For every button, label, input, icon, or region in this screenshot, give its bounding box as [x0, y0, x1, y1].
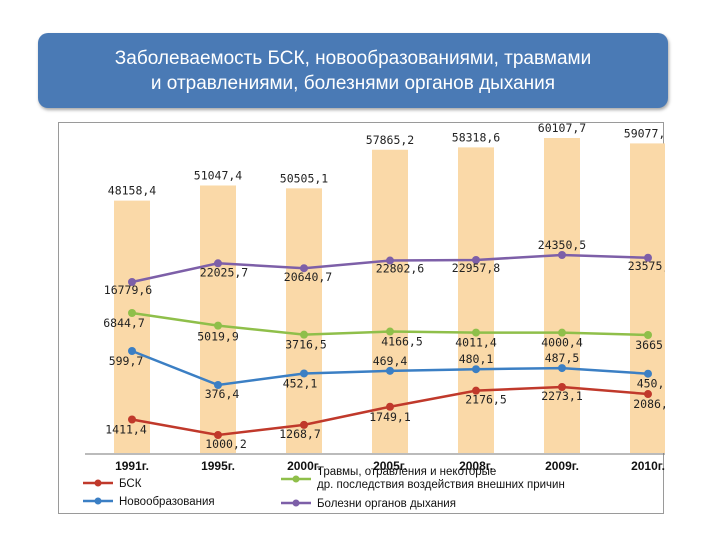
injuries-point-5	[472, 328, 480, 337]
respiratory-value-label: 22025,7	[200, 265, 249, 279]
injuries-value-label: 3716,5	[285, 338, 327, 352]
neoplasms-value-label: 452,1	[283, 376, 318, 390]
bar-6	[544, 138, 580, 453]
bar-value-label: 50505,1	[280, 171, 329, 185]
legend-swatch-marker	[94, 497, 102, 505]
bsk-point-7	[644, 390, 652, 399]
neoplasms-point-5	[472, 365, 480, 374]
respiratory-point-7	[644, 253, 652, 262]
neoplasms-value-label: 480,1	[459, 352, 494, 366]
injuries-point-2	[214, 321, 222, 330]
bsk-point-6	[558, 383, 566, 391]
bar-5	[458, 147, 494, 453]
bar-value-label: 59077,1	[624, 126, 665, 140]
bsk-point-4	[386, 402, 394, 411]
combo-chart: 48158,4 51047,4 50505,1 57865,2 58318,6 60107…	[83, 123, 665, 510]
bsk-value-label: 2176,5	[465, 393, 507, 407]
bsk-value-label: 2273,1	[541, 389, 583, 403]
neoplasms-value-label: 487,5	[545, 351, 580, 365]
bar-value-label: 48158,4	[108, 184, 157, 198]
category-label: 2009г.	[545, 459, 579, 473]
injuries-point-3	[300, 330, 308, 339]
bar-2	[200, 185, 236, 453]
bsk-point-5	[472, 386, 480, 395]
bar-1	[114, 200, 150, 453]
injuries-value-label: 3665,9	[635, 338, 665, 352]
neoplasms-point-6	[558, 364, 566, 373]
bar-value-label: 57865,2	[366, 133, 414, 147]
legend-item-neoplasms: Новообразования	[119, 496, 215, 508]
neoplasms-value-label: 450,6	[637, 377, 665, 391]
respiratory-value-label: 23575,8	[628, 259, 665, 273]
category-label: 1995г.	[201, 459, 235, 473]
respiratory-point-4	[386, 256, 394, 265]
category-label: 2005г.	[373, 459, 407, 473]
legend-item-injuries: Травмы, отравления и некоторые др. послед…	[317, 466, 565, 491]
injuries-value-label: 4000,4	[541, 336, 583, 350]
bar-7	[630, 143, 665, 454]
injuries-value-label: 4011,4	[455, 336, 497, 350]
neoplasms-point-2	[214, 381, 222, 389]
respiratory-value-label: 16779,6	[104, 283, 153, 297]
respiratory-value-label: 22802,6	[376, 262, 425, 276]
respiratory-point-5	[472, 255, 480, 264]
respiratory-point-2	[214, 259, 222, 268]
bsk-value-label: 2086,7	[633, 397, 665, 411]
category-label: 1991г.	[115, 459, 149, 473]
injuries-point-6	[558, 328, 566, 337]
slide-title-box: Заболеваемость БСК, новообразованиями, т…	[38, 33, 668, 108]
neoplasms-value-label: 376,4	[205, 387, 240, 401]
injuries-value-label: 6844,7	[103, 316, 145, 330]
bar-value-label: 51047,4	[194, 168, 243, 182]
bsk-value-label: 1411,4	[105, 422, 147, 436]
bsk-value-label: 1749,1	[369, 410, 411, 424]
neoplasms-value-label: 469,4	[373, 354, 408, 368]
bsk-value-label: 1268,7	[279, 427, 321, 441]
bsk-point-2	[214, 431, 222, 439]
bar-value-label: 60107,7	[538, 123, 587, 135]
injuries-value-label: 5019,9	[197, 330, 239, 344]
injuries-point-7	[644, 331, 652, 339]
legend-item-bsk: БСК	[119, 478, 142, 490]
category-label: 2010г.	[631, 459, 665, 473]
injuries-point-4	[386, 327, 394, 336]
injuries-value-label: 4166,5	[381, 335, 423, 349]
bar-4	[372, 149, 408, 454]
legend-item-respiratory: Болезни органов дыхания	[317, 498, 456, 510]
neoplasms-point-7	[644, 369, 652, 378]
legend-swatch-marker	[292, 475, 300, 483]
neoplasms-point-1	[128, 347, 136, 355]
bsk-point-3	[300, 420, 308, 429]
bsk-value-label: 1000,2	[205, 437, 247, 451]
neoplasms-point-4	[386, 366, 394, 375]
respiratory-point-1	[128, 278, 136, 286]
neoplasms-point-3	[300, 369, 308, 378]
bar-3	[286, 188, 322, 454]
slide-title: Заболеваемость БСК, новообразованиями, т…	[114, 47, 592, 94]
respiratory-value-label: 22957,8	[452, 261, 501, 275]
respiratory-value-label: 24350,5	[538, 238, 586, 252]
chart-frame: 48158,4 51047,4 50505,1 57865,2 58318,6 60107…	[58, 122, 665, 514]
category-label: 2008г.	[459, 459, 493, 473]
legend-swatch-marker	[94, 479, 102, 487]
legend-swatch-marker	[292, 499, 300, 507]
respiratory-point-3	[300, 264, 308, 273]
respiratory-point-6	[558, 251, 566, 259]
category-label: 2000г.	[287, 459, 321, 473]
bsk-point-1	[128, 415, 136, 424]
bar-value-label: 58318,6	[452, 130, 501, 144]
neoplasms-value-label: 599,7	[109, 354, 144, 368]
respiratory-value-label: 20640,7	[284, 270, 333, 284]
injuries-point-1	[128, 309, 136, 317]
